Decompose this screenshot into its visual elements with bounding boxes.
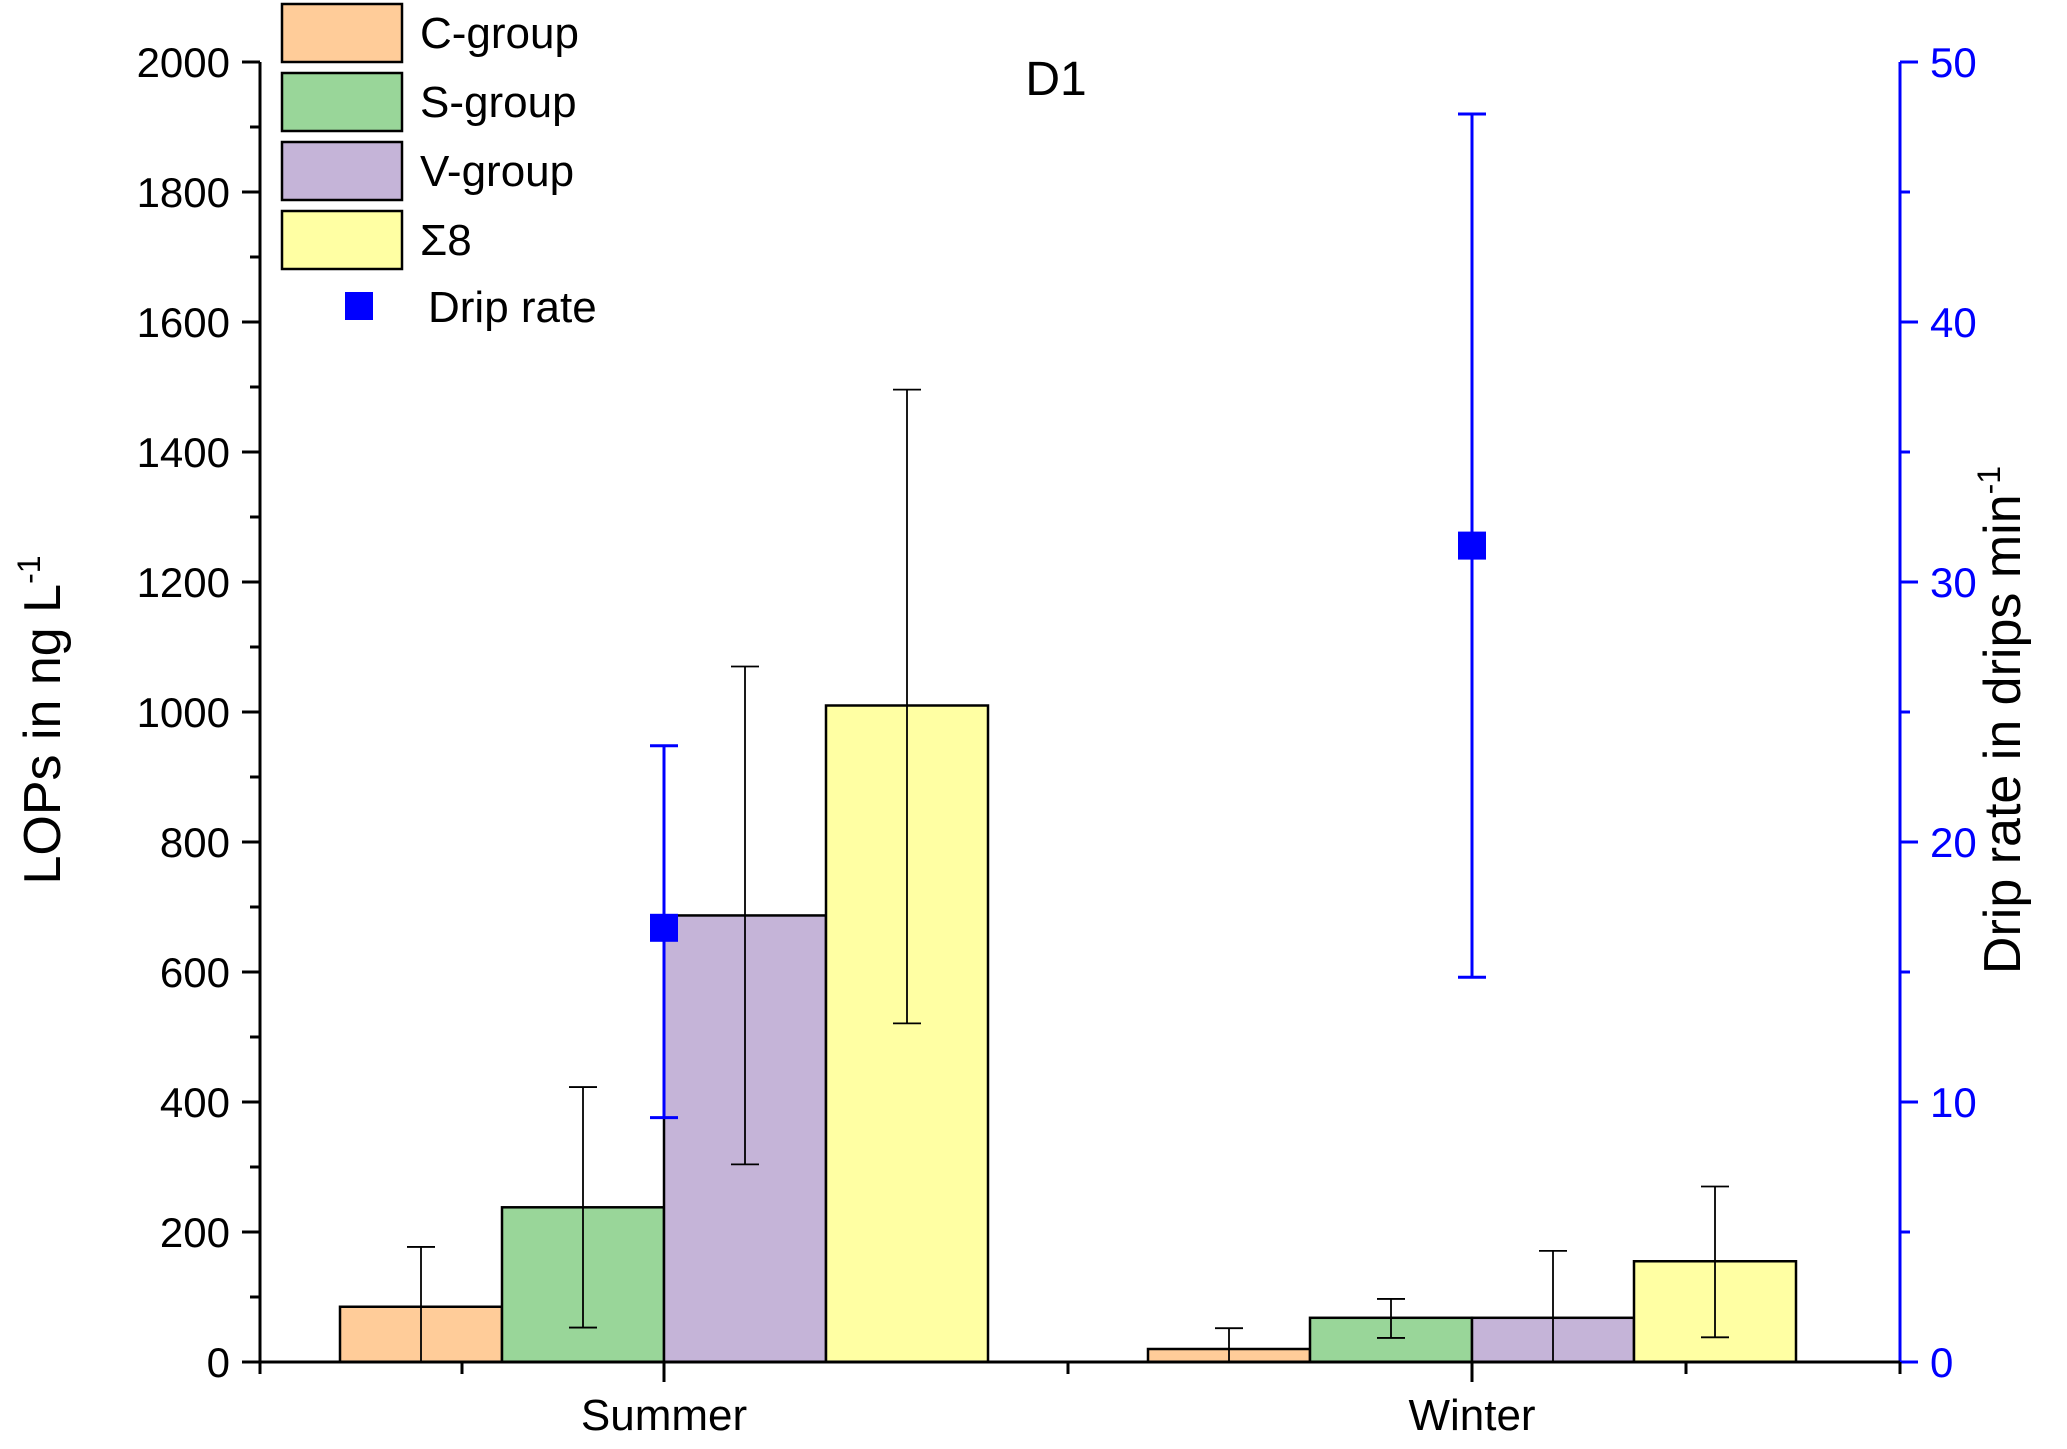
legend-label: S-group — [420, 78, 577, 127]
drip-rate-point — [1458, 531, 1486, 560]
legend-label: C-group — [420, 9, 579, 58]
y-tick-label-left: 1600 — [137, 299, 230, 346]
plot-area: 0 200 400 600 800 1000 1200 1400 1600 1800 2000 0 10… — [137, 39, 1977, 1440]
y-tick-label-right: 0 — [1930, 1339, 1953, 1386]
y-tick-label-left: 1200 — [137, 559, 230, 606]
y-axis-label-right-text: Drip rate in drips min — [1974, 494, 2032, 974]
legend-swatch — [280, 2, 404, 64]
y-tick-label-right: 50 — [1930, 39, 1977, 86]
legend-label: Σ8 — [420, 216, 472, 265]
y-tick-label-left: 1000 — [137, 689, 230, 736]
y-tick-label-right: 40 — [1930, 299, 1977, 346]
y-tick-label-right: 30 — [1930, 559, 1977, 606]
y-tick-label-left: 200 — [160, 1209, 230, 1256]
y-tick-label-right: 10 — [1930, 1079, 1977, 1126]
legend-swatch — [280, 71, 404, 133]
y-axis-label-left-sup: -1 — [11, 555, 47, 583]
legend: C-group S-group V-group Σ8 Drip rate — [280, 2, 597, 332]
y-tick-label-left: 0 — [207, 1339, 230, 1386]
x-tick-label: Summer — [581, 1391, 747, 1440]
y-axis-label-left: LOPs in ng L-1 — [11, 555, 72, 884]
drip-rate-point — [650, 913, 678, 942]
y-tick-label-left: 2000 — [137, 39, 230, 86]
y-axis-label-left-text: LOPs in ng L — [14, 584, 72, 885]
legend-swatch — [280, 209, 404, 271]
y-tick-label-right: 20 — [1930, 819, 1977, 866]
legend-label: Drip rate — [428, 283, 597, 332]
y-tick-label-left: 1400 — [137, 429, 230, 476]
y-tick-label-left: 400 — [160, 1079, 230, 1126]
y-tick-label-left: 1800 — [137, 169, 230, 216]
chart-title: D1 — [1025, 53, 1086, 106]
legend-label: V-group — [420, 147, 574, 196]
x-tick-label: Winter — [1408, 1391, 1535, 1440]
y-axis-label-right: Drip rate in drips min-1 — [1971, 466, 2032, 974]
y-axis-label-right-sup: -1 — [1971, 466, 2007, 494]
legend-swatch-drip-rate — [345, 292, 373, 320]
y-tick-label-left: 600 — [160, 949, 230, 996]
legend-swatch — [280, 140, 404, 202]
y-tick-label-left: 800 — [160, 819, 230, 866]
